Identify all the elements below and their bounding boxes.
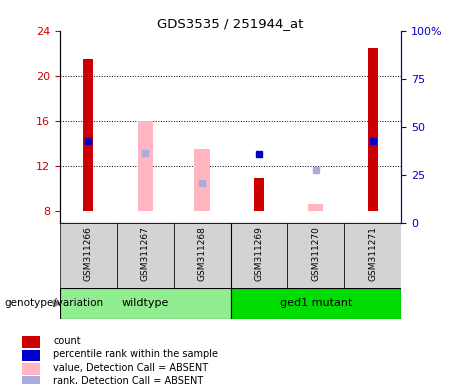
Text: value, Detection Call = ABSENT: value, Detection Call = ABSENT xyxy=(53,363,208,373)
Bar xyxy=(83,59,94,212)
Text: GSM311267: GSM311267 xyxy=(141,226,150,281)
Text: wildtype: wildtype xyxy=(122,298,169,308)
Bar xyxy=(60,288,230,319)
Bar xyxy=(195,149,210,212)
Text: GSM311269: GSM311269 xyxy=(254,226,263,281)
Bar xyxy=(23,349,40,361)
Bar xyxy=(230,223,287,288)
Text: GSM311270: GSM311270 xyxy=(311,226,320,281)
Title: GDS3535 / 251944_at: GDS3535 / 251944_at xyxy=(157,17,304,30)
Bar xyxy=(117,223,174,288)
Bar xyxy=(23,376,40,384)
Text: ged1 mutant: ged1 mutant xyxy=(280,298,352,308)
Bar xyxy=(287,223,344,288)
Bar xyxy=(137,121,153,212)
Bar xyxy=(308,204,324,212)
Text: rank, Detection Call = ABSENT: rank, Detection Call = ABSENT xyxy=(53,376,204,384)
Bar xyxy=(23,363,40,375)
Bar xyxy=(174,223,230,288)
Text: GSM311266: GSM311266 xyxy=(84,226,93,281)
Bar xyxy=(60,223,117,288)
Text: GSM311268: GSM311268 xyxy=(198,226,207,281)
Bar xyxy=(23,336,40,348)
Text: GSM311271: GSM311271 xyxy=(368,226,377,281)
Bar xyxy=(254,177,264,212)
Text: genotype/variation: genotype/variation xyxy=(5,298,104,308)
Bar xyxy=(367,48,378,212)
Bar xyxy=(344,223,401,288)
Text: count: count xyxy=(53,336,81,346)
Bar xyxy=(230,288,401,319)
Text: percentile rank within the sample: percentile rank within the sample xyxy=(53,349,219,359)
